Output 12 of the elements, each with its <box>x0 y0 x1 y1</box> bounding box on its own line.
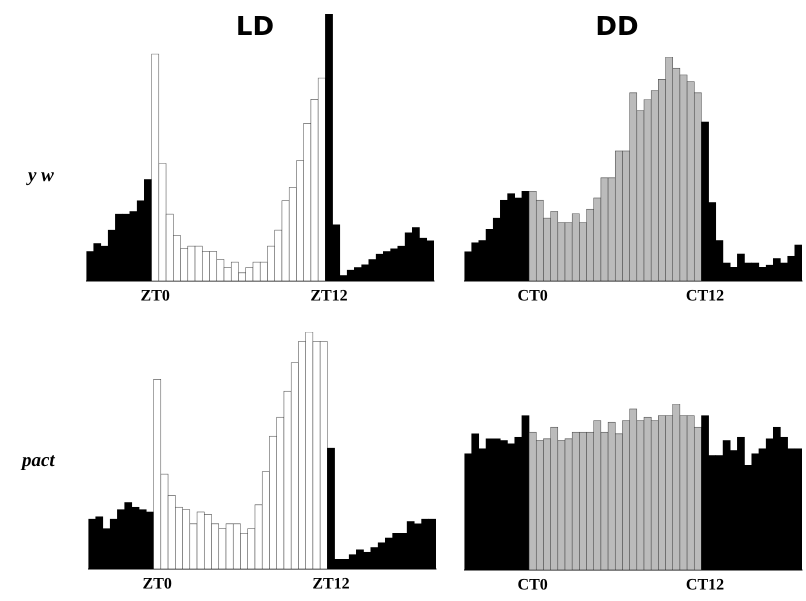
x-tick-label: ZT0 <box>140 288 170 305</box>
x-tick-label: CT0 <box>518 288 548 305</box>
x-tick-label: ZT12 <box>310 288 348 305</box>
chart-title: LD <box>234 12 276 42</box>
x-tick-label: ZT0 <box>142 576 172 593</box>
x-tick-label: CT12 <box>686 288 724 305</box>
chart-title: DD <box>594 12 640 42</box>
x-tick-label: ZT12 <box>312 576 350 593</box>
y-axis-title: y w <box>28 165 54 187</box>
x-tick-label: CT12 <box>686 576 724 594</box>
y-axis-title: pact <box>22 450 55 472</box>
x-tick-label: CT0 <box>518 576 548 594</box>
